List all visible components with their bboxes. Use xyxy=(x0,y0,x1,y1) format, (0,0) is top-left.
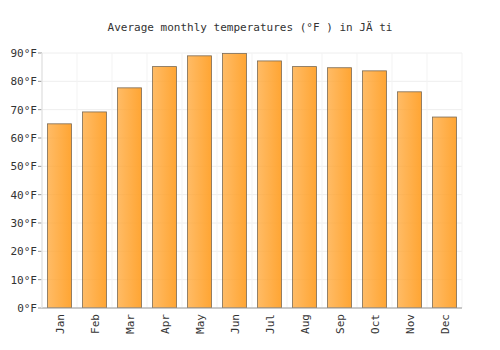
tick-mark xyxy=(38,109,42,110)
y-tick-label: 20°F xyxy=(11,245,38,258)
bar xyxy=(258,61,282,308)
x-tick-label: May xyxy=(194,314,207,334)
y-tick-label: 60°F xyxy=(11,132,38,145)
chart-svg: Average monthly temperatures (°F ) in JÄ… xyxy=(0,0,500,350)
y-tick-label: 30°F xyxy=(11,217,38,230)
tick-mark xyxy=(38,53,42,54)
bar xyxy=(83,112,107,308)
x-tick-label: Mar xyxy=(124,314,137,334)
grid-line xyxy=(42,308,462,309)
grid-line-vertical xyxy=(182,53,183,308)
tick-mark xyxy=(38,223,42,224)
tick-mark xyxy=(38,251,42,252)
grid-line-vertical xyxy=(77,53,78,308)
y-tick-label: 80°F xyxy=(11,75,38,88)
bar xyxy=(188,56,212,308)
tick-mark xyxy=(38,308,42,309)
grid-line-vertical xyxy=(427,53,428,308)
grid-line-vertical xyxy=(287,53,288,308)
grid-line-vertical xyxy=(147,53,148,308)
y-tick-label: 70°F xyxy=(11,104,38,117)
bar xyxy=(328,68,352,308)
x-tick-label: Oct xyxy=(369,314,382,334)
x-tick-label: Jun xyxy=(229,314,242,334)
bar xyxy=(363,71,387,308)
bar xyxy=(118,88,142,308)
x-tick-label: Feb xyxy=(89,314,102,334)
y-tick-label: 90°F xyxy=(11,47,38,60)
title: Average monthly temperatures (°F ) in JÄ… xyxy=(108,21,393,34)
grid-line-vertical xyxy=(217,53,218,308)
y-tick-label: 0°F xyxy=(17,302,37,315)
x-axis xyxy=(42,308,462,309)
bar xyxy=(153,67,177,308)
grid-line-vertical xyxy=(42,53,43,308)
tick-mark xyxy=(38,166,42,167)
y-tick-label: 50°F xyxy=(11,160,38,173)
tick-mark xyxy=(38,81,42,82)
x-tick-label: Jan xyxy=(54,314,67,334)
x-tick-label: Jul xyxy=(264,314,277,334)
y-tick-label: 40°F xyxy=(11,189,38,202)
tick-mark xyxy=(38,279,42,280)
tick-mark xyxy=(38,138,42,139)
grid-line-vertical xyxy=(357,53,358,308)
x-tick-label: Nov xyxy=(404,314,417,334)
bar xyxy=(223,54,247,308)
x-tick-label: Sep xyxy=(334,314,347,334)
bars xyxy=(48,54,457,308)
grid-line-vertical xyxy=(462,53,463,308)
bar xyxy=(433,117,457,308)
grid-line-vertical xyxy=(252,53,253,308)
bar xyxy=(293,67,317,308)
grid-line-vertical xyxy=(112,53,113,308)
y-axis xyxy=(42,53,43,308)
y-tick-label: 10°F xyxy=(11,274,38,287)
tick-mark xyxy=(38,194,42,195)
x-tick-label: Apr xyxy=(159,314,172,334)
bar xyxy=(48,124,72,308)
x-tick-label: Aug xyxy=(299,314,312,334)
x-tick-label: Dec xyxy=(439,314,452,334)
chart-container: Average monthly temperatures (°F ) in JÄ… xyxy=(0,0,500,350)
grid-line-vertical xyxy=(322,53,323,308)
bar xyxy=(398,92,422,308)
grid-line-vertical xyxy=(392,53,393,308)
